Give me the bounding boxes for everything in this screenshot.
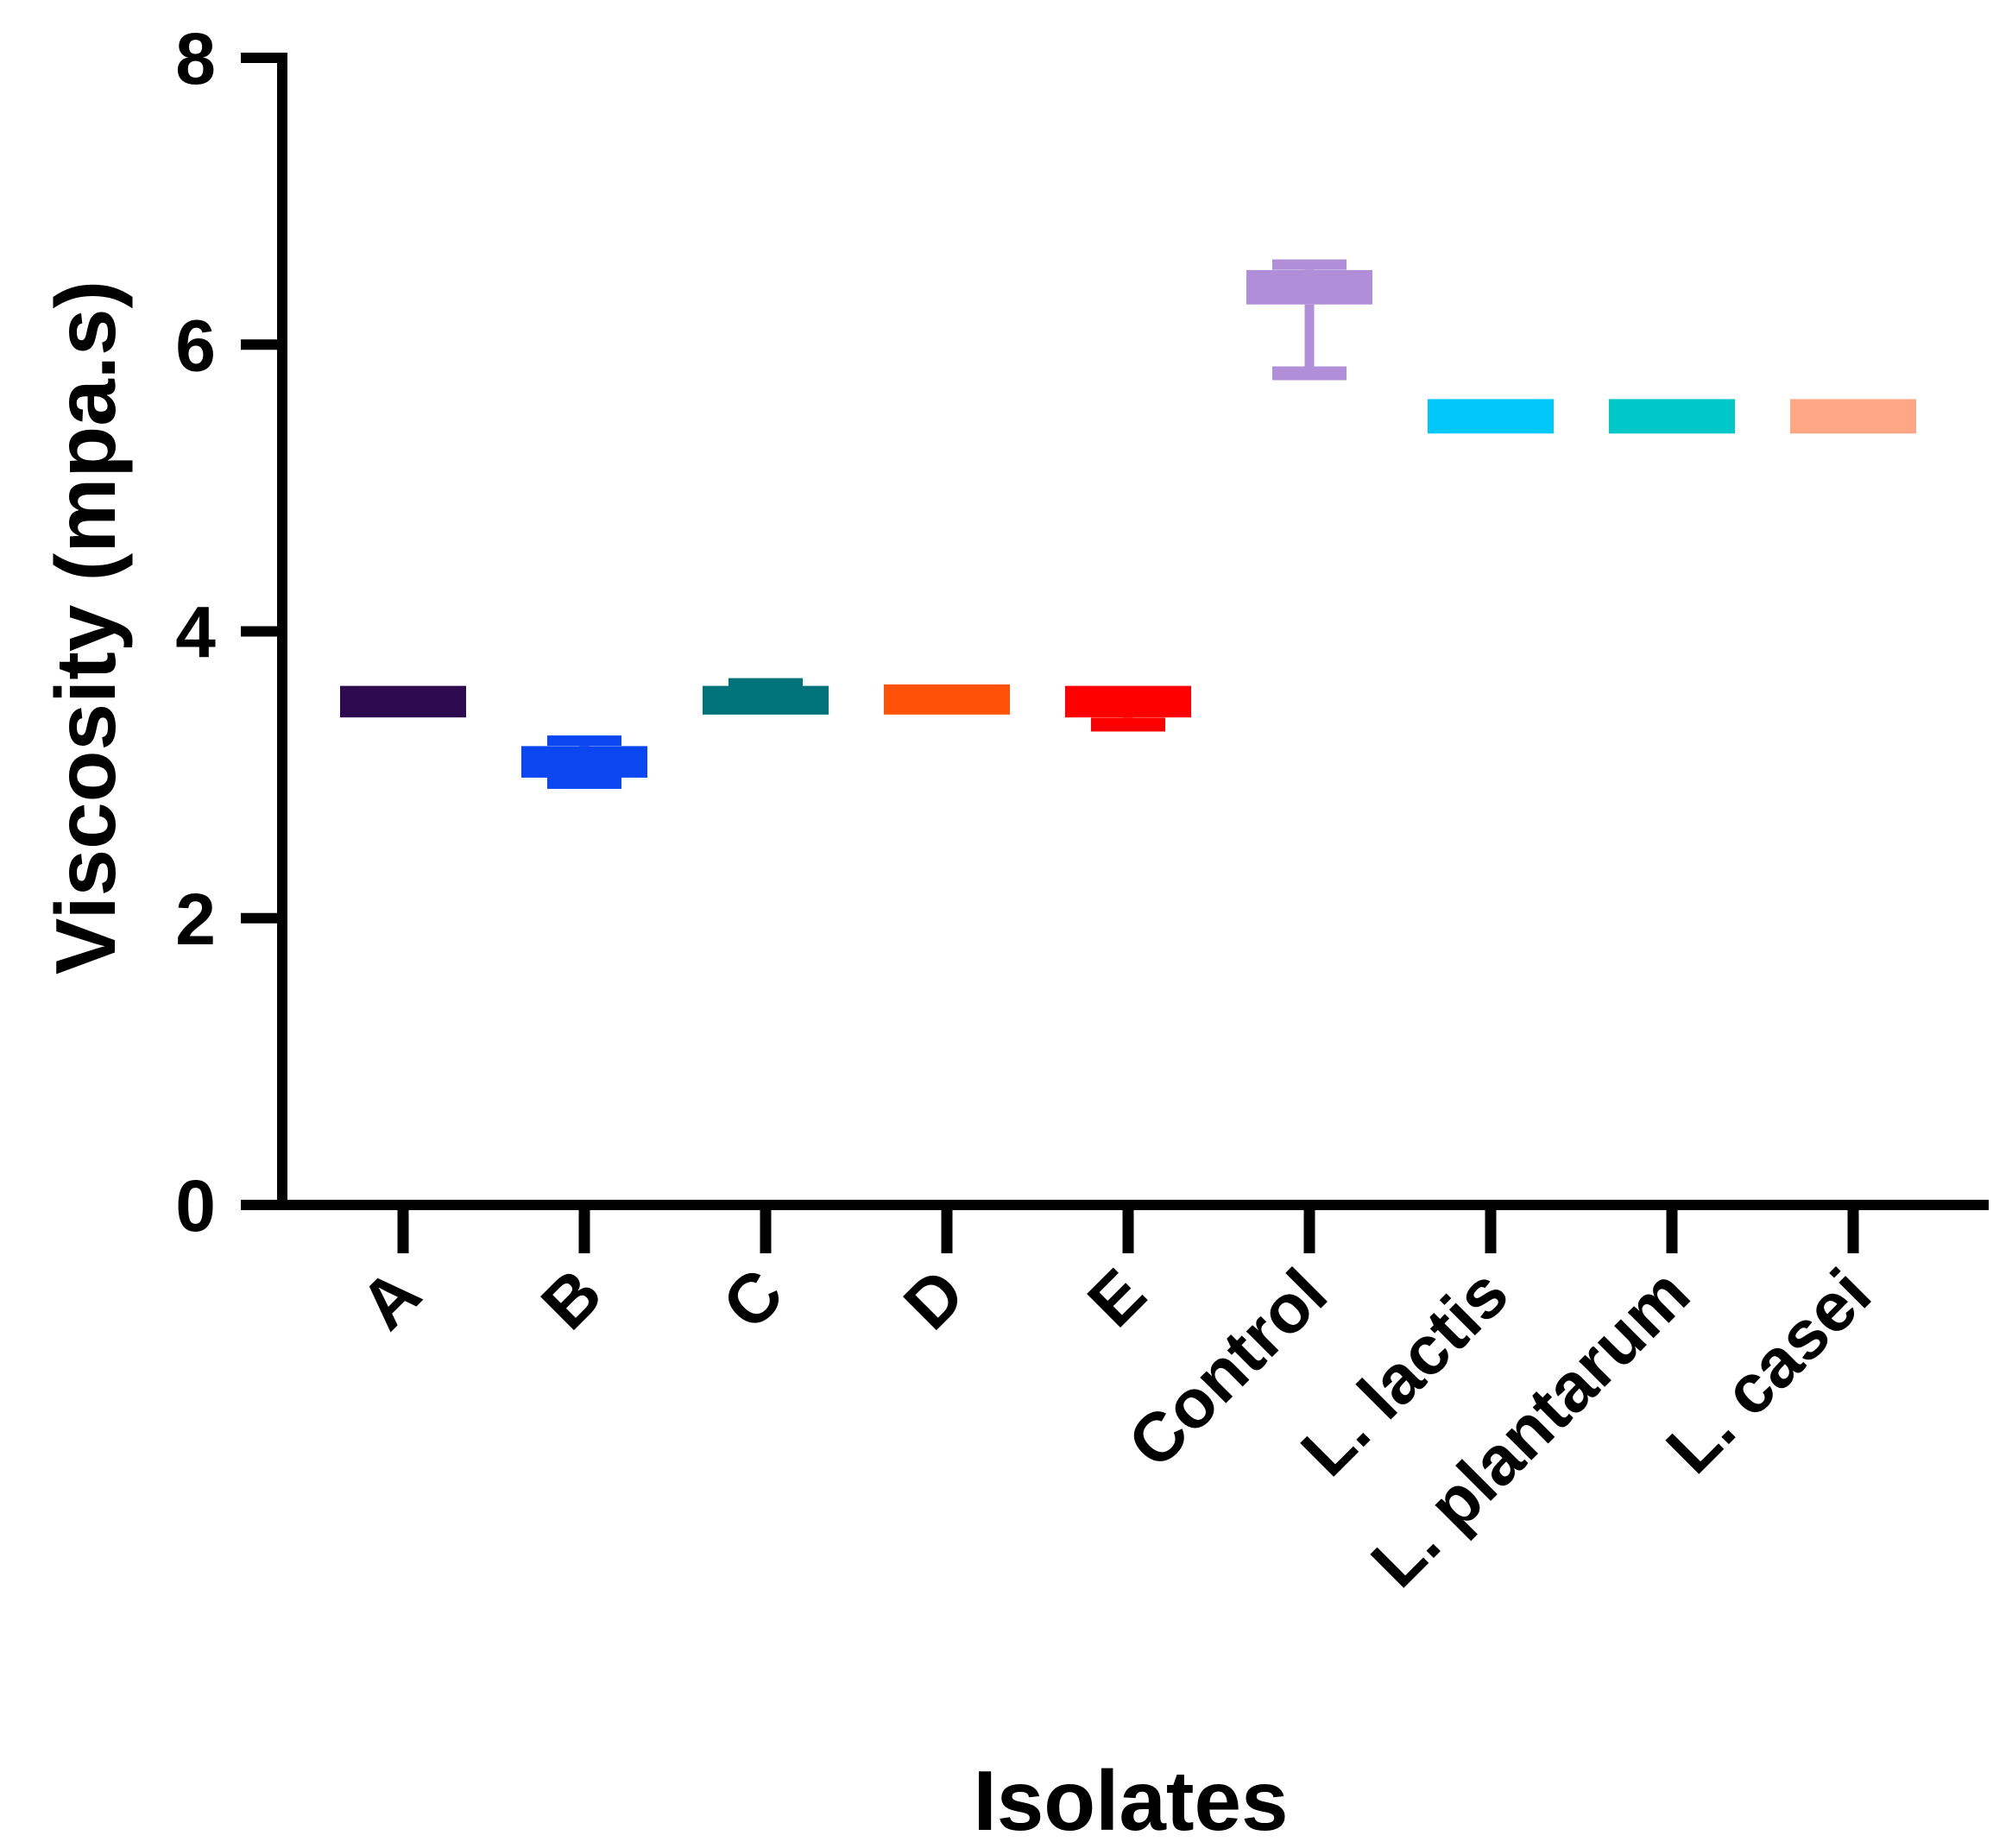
y-tick-label: 4 [175, 592, 216, 673]
y-tick-label: 0 [175, 1165, 216, 1246]
whisker-cap-upper [547, 735, 621, 747]
boxes [340, 259, 1916, 789]
category-label: E [1073, 1254, 1160, 1341]
y-tick-label: 2 [175, 879, 216, 960]
y-axis-title: Viscosity (mpa.s) [38, 281, 133, 974]
whisker-cap-lower [1091, 717, 1165, 732]
x-ticks [397, 1205, 1859, 1253]
whisker-cap-upper [1272, 259, 1347, 270]
whisker-cap-lower [547, 774, 621, 789]
category-label: B [527, 1254, 616, 1344]
x-axis-title: Isolates [974, 1753, 1289, 1848]
box-8 [1790, 399, 1916, 434]
box-4 [1065, 685, 1191, 732]
box-0 [340, 685, 466, 718]
box-1 [521, 735, 647, 789]
box-3 [884, 684, 1010, 715]
category-label: L. casei [1652, 1254, 1885, 1487]
axes: 0 2 4 6 8 [175, 18, 1989, 1253]
category-label: D [889, 1254, 979, 1344]
box-2 [703, 678, 829, 715]
box-6 [1428, 399, 1554, 434]
box-5 [1246, 259, 1372, 381]
y-ticks: 0 2 4 6 8 [175, 18, 282, 1246]
y-tick-label: 6 [175, 305, 216, 386]
whisker-cap-lower [1272, 366, 1347, 381]
category-label: A [345, 1254, 435, 1344]
y-tick-label: 8 [175, 18, 216, 99]
box-7 [1609, 399, 1735, 434]
category-label: L. plantarum [1357, 1254, 1704, 1601]
category-label: C [708, 1254, 798, 1344]
